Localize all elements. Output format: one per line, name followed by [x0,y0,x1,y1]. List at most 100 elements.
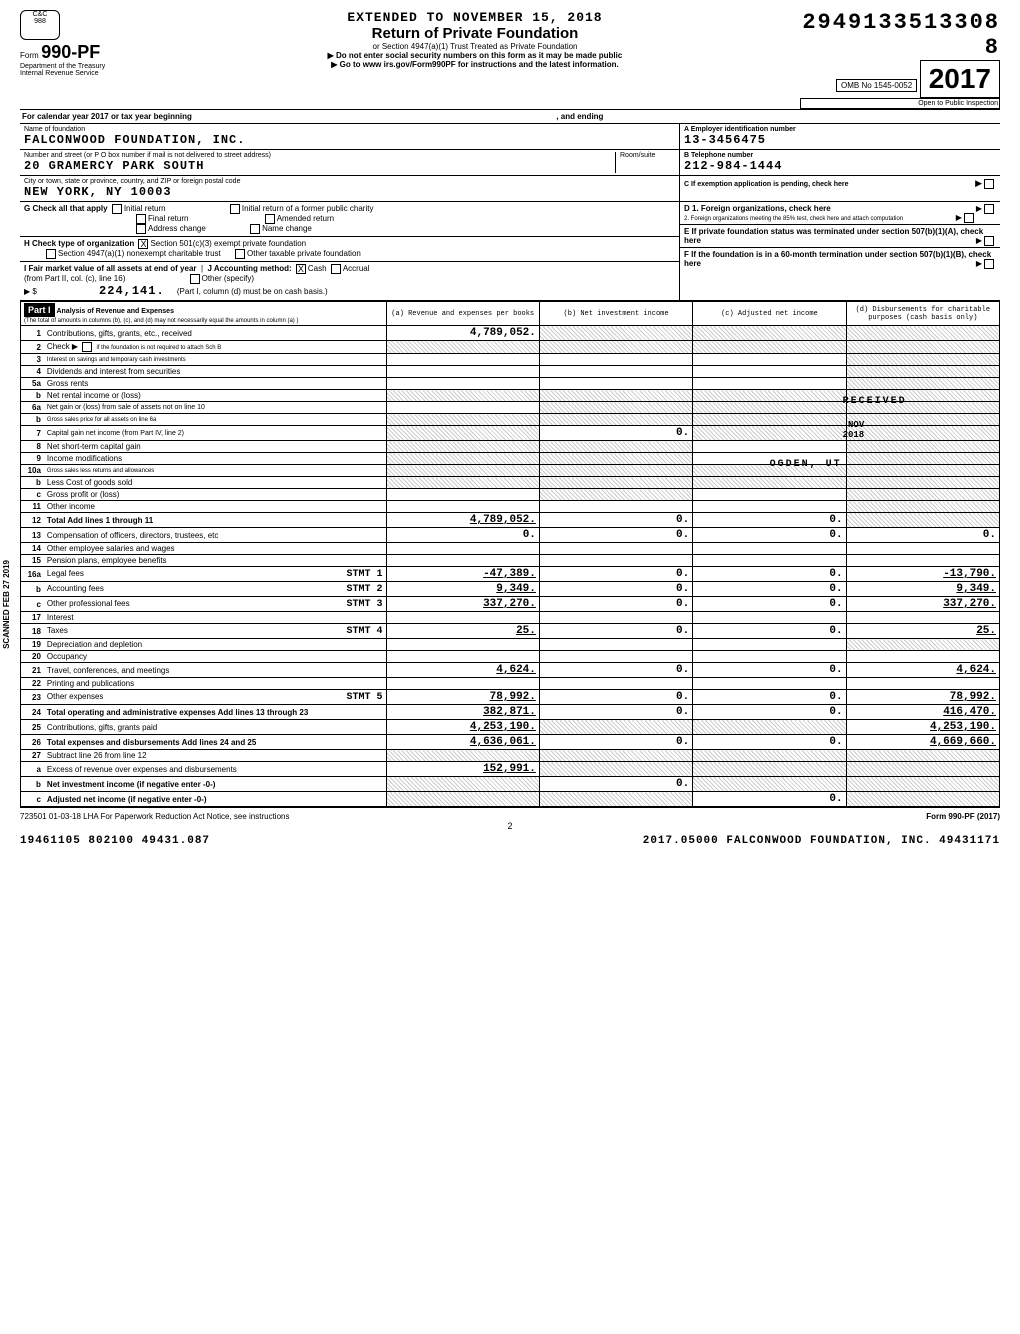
row-23: 23Other expenses STMT 578,992.0.0.78,992… [21,690,1000,705]
row-17: 17Interest [21,612,1000,624]
subtitle3: ▶ Go to www irs.gov/Form990PF for instru… [160,60,790,69]
i-label: I Fair market value of all assets at end… [24,264,197,273]
row-20: 20Occupancy [21,651,1000,663]
part1-header: Part I [24,303,55,317]
row-12: 12Total Add lines 1 through 114,789,052.… [21,513,1000,528]
ogden-stamp: OGDEN, UT [770,459,842,470]
i-from: (from Part II, col. (c), line 16) [24,274,125,283]
form-ref: Form 990-PF (2017) [926,812,1000,821]
header-right: 2949133513308 8 OMB No 1545-0052 2017 Op… [800,10,1000,109]
namechange-check[interactable] [250,224,260,234]
j-cash-check[interactable]: X [296,264,306,274]
header-center: EXTENDED TO NOVEMBER 15, 2018 Return of … [150,10,800,69]
addr-label: Number and street (or P O box number if … [24,152,615,159]
row-10a: 10aGross sales less returns and allowanc… [21,465,1000,477]
calendar-line: For calendar year 2017 or tax year begin… [20,109,1000,124]
footer-right: 2017.05000 FALCONWOOD FOUNDATION, INC. 4… [643,835,1000,847]
j-accrual-check[interactable] [331,264,341,274]
g-label: G Check all that apply [24,204,108,213]
row-9: 9Income modificationsOGDEN, UT [21,453,1000,465]
nov-stamp: NOV 2018 [843,420,865,440]
foundation-city: NEW YORK, NY 10003 [24,185,675,199]
h-label: H Check type of organization [24,239,134,248]
row-19: 19Depreciation and depletion [21,639,1000,651]
form-title: Return of Private Foundation [160,25,790,42]
j-label: J Accounting method: [208,264,292,273]
initial-check[interactable] [112,204,122,214]
dept2: Internal Revenue Service [20,70,150,77]
row-27c: cAdjusted net income (if negative enter … [21,792,1000,808]
c-label: C If exemption application is pending, c… [684,181,849,188]
row-16a: 16aLegal fees STMT 1-47,389.0.0.-13,790. [21,567,1000,582]
ein: 13-3456475 [684,133,996,147]
amended-check[interactable] [265,214,275,224]
f-label: F If the foundation is in a 60-month ter… [684,250,991,268]
row-16c: cOther professional fees STMT 3337,270.0… [21,597,1000,612]
form-number: 990-PF [41,42,100,62]
f-check[interactable] [984,259,994,269]
footer-2: 19461105 802100 49431.087 2017.05000 FAL… [20,831,1000,847]
row-25: 25Contributions, gifts, grants paid4,253… [21,720,1000,735]
footer-1: 723501 01-03-18 LHA For Paperwork Reduct… [20,808,1000,821]
i-amount: 224,141. [99,284,165,298]
omb-number: OMB No 1545-0052 [836,79,917,92]
row-21: 21Travel, conferences, and meetings4,624… [21,663,1000,678]
foundation-info: Name of foundation FALCONWOOD FOUNDATION… [20,124,1000,202]
row-3: 3Interest on savings and temporary cash … [21,354,1000,366]
row-24: 24Total operating and administrative exp… [21,705,1000,720]
row-16b: bAccounting fees STMT 29,349.0.0.9,349. [21,582,1000,597]
row-4: 4Dividends and interest from securities [21,366,1000,378]
row-14: 14Other employee salaries and wages [21,543,1000,555]
d2-check[interactable] [964,213,974,223]
ein-label: A Employer identification number [684,126,996,133]
c-checkbox[interactable] [984,179,994,189]
phone: 212-984-1444 [684,159,996,173]
initial-former-check[interactable] [230,204,240,214]
part1-table: Part I Analysis of Revenue and Expenses … [20,301,1000,808]
foundation-addr: 20 GRAMERCY PARK SOUTH [24,159,615,173]
footer-left: 19461105 802100 49431.087 [20,835,210,847]
extended-line: EXTENDED TO NOVEMBER 15, 2018 [160,10,790,25]
row-13: 13Compensation of officers, directors, t… [21,528,1000,543]
lha-notice: 723501 01-03-18 LHA For Paperwork Reduct… [20,812,289,821]
e-check[interactable] [984,236,994,246]
row-5b: bNet rental income or (loss)RECEIVED [21,390,1000,402]
row-1: 1Contributions, gifts, grants, etc., rec… [21,326,1000,341]
inspection-label: Open to Public Inspection [800,98,1000,109]
addrchange-check[interactable] [136,224,146,234]
j-note: (Part I, column (d) must be on cash basi… [177,287,328,296]
col-a-header: (a) Revenue and expenses per books [386,302,539,326]
j-other-check[interactable] [190,274,200,284]
col-b-header: (b) Net investment income [539,302,692,326]
doc-number: 2949133513308 8 [800,10,1000,60]
schb-check[interactable] [82,342,92,352]
cal-end: , and ending [556,112,603,121]
row-11: 11Other income [21,501,1000,513]
dept1: Department of the Treasury [20,63,150,70]
row-22: 22Printing and publications [21,678,1000,690]
foundation-name: FALCONWOOD FOUNDATION, INC. [24,133,675,147]
row-5a: 5aGross rents [21,378,1000,390]
h-other-check[interactable] [235,249,245,259]
h-501-check[interactable]: X [138,239,148,249]
name-label: Name of foundation [24,126,675,133]
row-27: 27Subtract line 26 from line 12 [21,750,1000,762]
h-4947-check[interactable] [46,249,56,259]
final-check[interactable] [136,214,146,224]
page-num: 2 [20,821,1000,831]
received-stamp: RECEIVED [843,396,907,407]
cal-begin: For calendar year 2017 or tax year begin… [22,112,192,121]
subtitle2: ▶ Do not enter social security numbers o… [160,51,790,60]
city-label: City or town, state or province, country… [24,178,675,185]
d1-check[interactable] [984,204,994,214]
tax-year: 2017 [920,60,1000,98]
scanned-stamp: SCANNED FEB 27 2019 [2,560,11,649]
row-10c: cGross profit or (loss) [21,489,1000,501]
form-header: C&C988 Form 990-PF Department of the Tre… [20,10,1000,109]
col-d-header: (d) Disbursements for charitable purpose… [846,302,999,326]
col-c-header: (c) Adjusted net income [693,302,846,326]
phone-label: B Telephone number [684,152,996,159]
row-2: 2Check ▶ if the foundation is not requir… [21,341,1000,354]
check-section: G Check all that apply Initial return In… [20,202,1000,301]
row-27b: bNet investment income (if negative ente… [21,777,1000,792]
